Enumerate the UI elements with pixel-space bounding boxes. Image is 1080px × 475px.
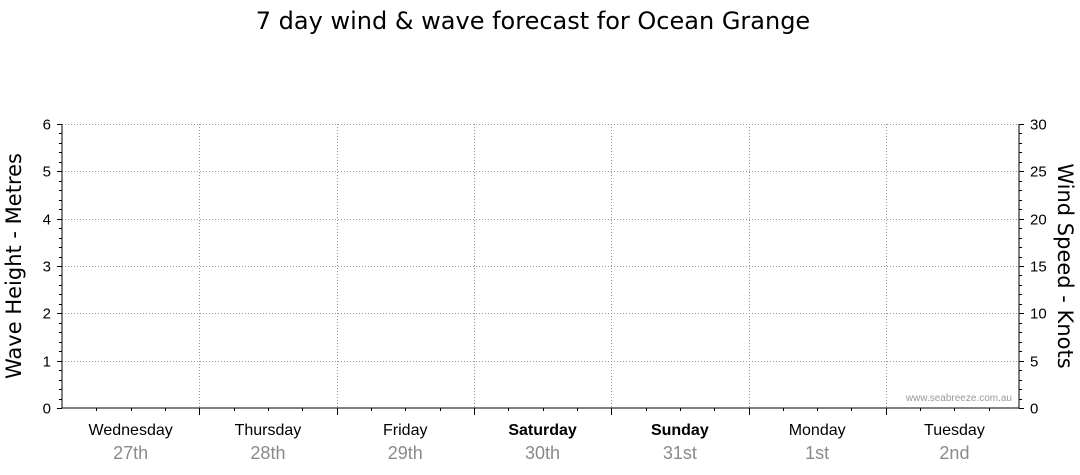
- day-name-label: Friday: [383, 422, 427, 439]
- day-name-label: Saturday: [508, 422, 577, 439]
- right-tick-label: 15: [1030, 259, 1047, 276]
- right-tick-label: 5: [1030, 354, 1038, 371]
- left-tick-label: 2: [43, 306, 51, 323]
- day-date-label: 27th: [113, 443, 148, 463]
- day-name-label: Tuesday: [924, 422, 985, 439]
- left-axis-ticks: 0 1 2 3 4 5 6: [43, 117, 62, 418]
- left-tick-label: 4: [43, 212, 51, 229]
- right-axis-title: Wind Speed - Knots: [1053, 163, 1077, 368]
- right-tick-label: 30: [1030, 117, 1047, 134]
- day-date-label: 30th: [525, 443, 560, 463]
- day-date-label: 28th: [250, 443, 285, 463]
- right-tick-label: 10: [1030, 306, 1047, 323]
- chart-title: 7 day wind & wave forecast for Ocean Gra…: [256, 7, 810, 35]
- right-axis-ticks: 0 5 10 15 20 25 30: [1019, 117, 1047, 418]
- day-name-label: Sunday: [651, 422, 709, 439]
- day-labels: Wednesday 27th Thursday 28th Friday 29th Satur…: [89, 422, 985, 463]
- day-date-label: 31st: [663, 443, 697, 463]
- right-tick-label: 0: [1030, 401, 1038, 418]
- watermark: www.seabreeze.com.au: [905, 393, 1012, 404]
- day-name-label: Thursday: [235, 422, 302, 439]
- right-tick-label: 25: [1030, 164, 1047, 181]
- day-date-label: 2nd: [939, 443, 969, 463]
- day-name-label: Wednesday: [89, 422, 173, 439]
- left-axis-title: Wave Height - Metres: [2, 153, 26, 379]
- right-tick-label: 20: [1030, 212, 1047, 229]
- x-axis-ticks: [96, 408, 990, 415]
- left-tick-label: 1: [43, 354, 51, 371]
- left-tick-label: 3: [43, 259, 51, 276]
- gridlines: [62, 124, 1019, 408]
- left-tick-label: 5: [43, 164, 51, 181]
- left-tick-label: 0: [43, 401, 51, 418]
- day-name-label: Monday: [789, 422, 846, 439]
- day-date-label: 29th: [388, 443, 423, 463]
- plot-area: 0 1 2 3 4 5 6 0 5 10 15 20 25 30 www.seabreeze.com.a…: [43, 117, 1047, 418]
- day-date-label: 1st: [805, 443, 829, 463]
- left-tick-label: 6: [43, 117, 51, 134]
